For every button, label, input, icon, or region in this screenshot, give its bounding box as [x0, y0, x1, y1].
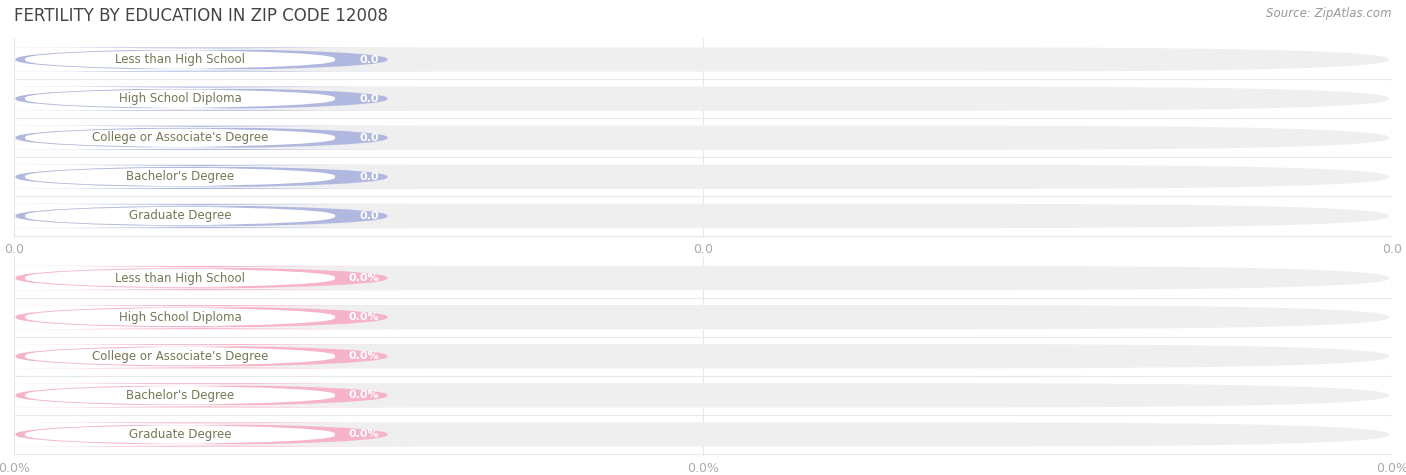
FancyBboxPatch shape [15, 165, 1389, 189]
FancyBboxPatch shape [0, 305, 429, 329]
Text: Source: ZipAtlas.com: Source: ZipAtlas.com [1267, 7, 1392, 20]
Text: Less than High School: Less than High School [115, 53, 245, 66]
FancyBboxPatch shape [0, 86, 429, 111]
FancyBboxPatch shape [0, 383, 429, 408]
FancyBboxPatch shape [0, 205, 370, 227]
Text: Less than High School: Less than High School [115, 272, 245, 285]
FancyBboxPatch shape [0, 166, 370, 188]
FancyBboxPatch shape [0, 266, 429, 290]
FancyBboxPatch shape [15, 266, 1389, 290]
FancyBboxPatch shape [0, 385, 370, 406]
FancyBboxPatch shape [15, 204, 1389, 228]
FancyBboxPatch shape [0, 48, 429, 72]
Text: 0.0: 0.0 [360, 211, 380, 221]
FancyBboxPatch shape [0, 306, 370, 328]
FancyBboxPatch shape [0, 204, 429, 228]
Text: 0.0%: 0.0% [349, 273, 380, 283]
FancyBboxPatch shape [0, 165, 429, 189]
FancyBboxPatch shape [15, 422, 1389, 446]
Text: Graduate Degree: Graduate Degree [129, 428, 232, 441]
FancyBboxPatch shape [15, 305, 1389, 329]
Text: 0.0: 0.0 [360, 94, 380, 104]
Text: 0.0%: 0.0% [349, 390, 380, 400]
FancyBboxPatch shape [0, 346, 370, 367]
Text: 0.0%: 0.0% [349, 351, 380, 361]
FancyBboxPatch shape [15, 48, 1389, 72]
Text: Bachelor's Degree: Bachelor's Degree [127, 389, 235, 402]
Text: 0.0: 0.0 [360, 172, 380, 182]
Text: FERTILITY BY EDUCATION IN ZIP CODE 12008: FERTILITY BY EDUCATION IN ZIP CODE 12008 [14, 7, 388, 25]
FancyBboxPatch shape [0, 49, 370, 70]
FancyBboxPatch shape [15, 344, 1389, 369]
Text: Graduate Degree: Graduate Degree [129, 209, 232, 222]
FancyBboxPatch shape [0, 125, 429, 150]
FancyBboxPatch shape [15, 86, 1389, 111]
FancyBboxPatch shape [0, 127, 370, 148]
FancyBboxPatch shape [0, 344, 429, 369]
Text: College or Associate's Degree: College or Associate's Degree [91, 131, 269, 144]
Text: High School Diploma: High School Diploma [118, 92, 242, 105]
FancyBboxPatch shape [0, 88, 370, 109]
FancyBboxPatch shape [0, 422, 429, 446]
FancyBboxPatch shape [15, 383, 1389, 408]
Text: 0.0: 0.0 [360, 133, 380, 143]
Text: 0.0%: 0.0% [349, 312, 380, 322]
Text: High School Diploma: High School Diploma [118, 311, 242, 323]
FancyBboxPatch shape [0, 267, 370, 289]
FancyBboxPatch shape [0, 424, 370, 445]
Text: 0.0: 0.0 [360, 55, 380, 65]
Text: College or Associate's Degree: College or Associate's Degree [91, 350, 269, 363]
Text: 0.0%: 0.0% [349, 429, 380, 439]
Text: Bachelor's Degree: Bachelor's Degree [127, 171, 235, 183]
FancyBboxPatch shape [15, 125, 1389, 150]
